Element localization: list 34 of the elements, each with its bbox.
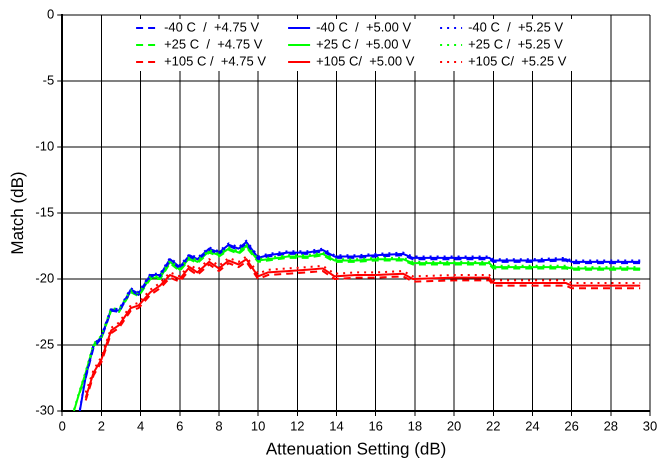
x-tick-label: 28 (604, 418, 618, 434)
legend-label: +105 C / +4.75 V (164, 54, 266, 69)
legend-label: +105 C/ +5.00 V (316, 54, 415, 69)
y-tick-label: -30 (35, 402, 54, 418)
x-tick-label: 10 (250, 418, 266, 434)
x-tick-label: 18 (408, 418, 422, 434)
x-tick-label: 26 (564, 418, 579, 434)
legend-label: +25 C / +5.00 V (316, 36, 412, 52)
x-tick-label: 8 (215, 418, 223, 434)
x-tick-label: 24 (525, 418, 540, 434)
x-tick-label: 4 (136, 418, 144, 434)
x-tick-label: 0 (58, 418, 66, 434)
x-tick-label: 14 (329, 418, 344, 434)
legend-label: -40 C / +5.25 V (468, 20, 564, 35)
x-tick-label: 22 (486, 418, 500, 434)
x-tick-label: 2 (98, 418, 105, 434)
legend-label: +25 C / +4.75 V (164, 36, 263, 52)
x-tick-label: 20 (446, 418, 462, 434)
x-axis-title: Attenuation Setting (dB) (266, 439, 446, 458)
y-axis-title: Match (dB) (8, 171, 27, 255)
y-tick-label: -5 (42, 72, 54, 88)
y-tick-label: 0 (46, 6, 54, 22)
legend-label: -40 C / +4.75 V (164, 20, 260, 35)
y-tick-label: -20 (35, 270, 54, 286)
x-tick-label: 16 (368, 418, 383, 434)
legend-label: +105 C/ +5.25 V (468, 54, 567, 69)
x-tick-label: 6 (176, 418, 184, 434)
y-tick-label: -15 (35, 204, 54, 220)
y-tick-label: -25 (35, 336, 54, 352)
y-tick-label: -10 (35, 138, 54, 154)
legend-label: -40 C / +5.00 V (316, 20, 412, 35)
x-tick-label: 12 (290, 418, 305, 434)
x-tick-label: 30 (642, 418, 658, 434)
legend-label: +25 C / +5.25 V (468, 36, 564, 52)
